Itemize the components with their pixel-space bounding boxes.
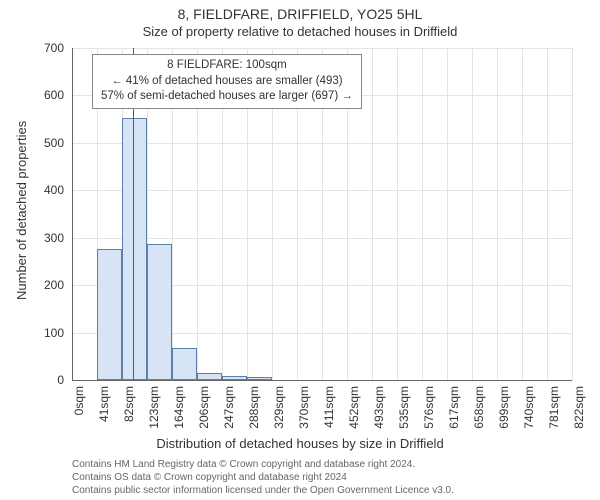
y-axis-line [72, 48, 73, 380]
x-tick-label: 781sqm [547, 386, 561, 434]
x-axis-line [72, 380, 572, 381]
grid-line [547, 48, 548, 380]
x-tick-label: 123sqm [147, 386, 161, 434]
grid-line [497, 48, 498, 380]
y-tick-label: 0 [0, 373, 64, 387]
y-tick-label: 700 [0, 41, 64, 55]
x-tick-label: 247sqm [222, 386, 236, 434]
x-tick-label: 699sqm [497, 386, 511, 434]
x-tick-label: 370sqm [297, 386, 311, 434]
histogram-bar [147, 244, 172, 380]
footer-line-1: Contains HM Land Registry data © Crown c… [72, 458, 454, 471]
x-tick-label: 535sqm [397, 386, 411, 434]
x-tick-label: 164sqm [172, 386, 186, 434]
page-title: 8, FIELDFARE, DRIFFIELD, YO25 5HL [0, 6, 600, 22]
x-tick-label: 493sqm [372, 386, 386, 434]
histogram-bar [197, 373, 222, 380]
x-tick-label: 288sqm [247, 386, 261, 434]
y-tick-label: 200 [0, 278, 64, 292]
grid-line [472, 48, 473, 380]
histogram-bar [97, 249, 122, 380]
x-tick-label: 617sqm [447, 386, 461, 434]
grid-line [572, 48, 573, 380]
annotation-line: 8 FIELDFARE: 100sqm [101, 58, 353, 74]
x-axis-label: Distribution of detached houses by size … [0, 436, 600, 451]
x-tick-label: 206sqm [197, 386, 211, 434]
histogram-bar [172, 348, 198, 380]
plot-area: 8 FIELDFARE: 100sqm← 41% of detached hou… [72, 48, 572, 380]
y-tick-label: 100 [0, 326, 64, 340]
x-tick-label: 82sqm [122, 386, 136, 434]
x-tick-label: 452sqm [347, 386, 361, 434]
grid-line [397, 48, 398, 380]
y-tick-label: 600 [0, 88, 64, 102]
annotation-line: ← 41% of detached houses are smaller (49… [101, 74, 353, 90]
annotation-box: 8 FIELDFARE: 100sqm← 41% of detached hou… [92, 54, 362, 109]
x-tick-label: 740sqm [522, 386, 536, 434]
page-subtitle: Size of property relative to detached ho… [0, 24, 600, 39]
annotation-line: 57% of semi-detached houses are larger (… [101, 89, 353, 105]
y-tick-label: 300 [0, 231, 64, 245]
x-tick-label: 411sqm [322, 386, 336, 434]
x-tick-label: 0sqm [72, 386, 86, 434]
footer: Contains HM Land Registry data © Crown c… [72, 458, 454, 497]
x-tick-label: 576sqm [422, 386, 436, 434]
histogram-bar [122, 118, 147, 380]
footer-line-2: Contains OS data © Crown copyright and d… [72, 471, 454, 484]
x-tick-label: 41sqm [97, 386, 111, 434]
grid-line [372, 48, 373, 380]
y-tick-label: 500 [0, 136, 64, 150]
grid-line [422, 48, 423, 380]
grid-line [447, 48, 448, 380]
x-tick-label: 658sqm [472, 386, 486, 434]
chart-container: 8, FIELDFARE, DRIFFIELD, YO25 5HL Size o… [0, 0, 600, 500]
grid-line [522, 48, 523, 380]
x-tick-label: 822sqm [572, 386, 586, 434]
footer-line-3: Contains public sector information licen… [72, 484, 454, 497]
y-tick-label: 400 [0, 183, 64, 197]
x-tick-label: 329sqm [272, 386, 286, 434]
